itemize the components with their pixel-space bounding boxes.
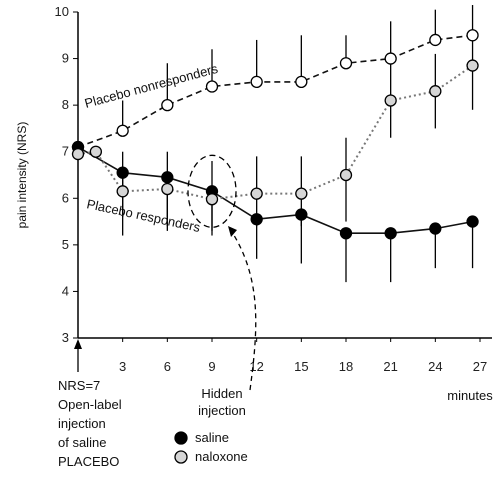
x-axis-label: minutes: [447, 388, 493, 403]
data-point: [161, 98, 174, 112]
y-tick-label: 10: [55, 4, 69, 19]
y-axis-label: pain intensity (NRS): [15, 122, 29, 229]
annotations: Placebo nonresponders Placebo responders H…: [58, 61, 257, 469]
data-point: [466, 29, 479, 42]
hidden-injection-label: Hidden: [201, 386, 242, 401]
series-lines: [77, 34, 474, 234]
x-tick-label: 12: [249, 359, 263, 374]
x-tick-label: 9: [208, 359, 215, 374]
data-point: [116, 185, 129, 198]
data-point: [339, 227, 353, 240]
data-point: [205, 193, 219, 206]
y-tick-label: 8: [62, 97, 69, 112]
series-line: [77, 34, 473, 148]
legend-marker: [174, 431, 188, 445]
data-point: [250, 75, 263, 89]
data-point: [466, 215, 479, 228]
data-point: [250, 187, 263, 200]
data-point: [161, 171, 174, 184]
data-point: [295, 187, 308, 200]
legend-marker: [174, 450, 188, 464]
data-point: [71, 147, 85, 161]
data-point: [295, 75, 308, 89]
start-arrowhead: [74, 339, 82, 349]
series-line: [77, 146, 473, 234]
y-tick-label: 5: [62, 237, 69, 252]
data-point: [116, 124, 129, 137]
hidden-injection-label: injection: [198, 403, 246, 418]
series-markers: [71, 29, 479, 240]
y-tick-label: 6: [62, 190, 69, 205]
x-tick-label: 6: [164, 359, 171, 374]
x-tick-label: 15: [294, 359, 308, 374]
x-tick-label: 18: [339, 359, 353, 374]
axes: 3 4 5 6 7 8 9 10 3 6 9 12 15 18 21 24 27 pain intensity (…: [15, 4, 493, 403]
legend-label: saline: [195, 430, 229, 445]
y-tick-label: 7: [62, 144, 69, 159]
data-point: [466, 59, 479, 72]
data-point: [429, 222, 442, 235]
responders-label: Placebo responders: [85, 196, 202, 235]
data-point: [384, 52, 397, 65]
start-note-line: PLACEBO: [58, 454, 119, 469]
start-note-line: of saline: [58, 435, 106, 450]
x-tick-label: 24: [428, 359, 442, 374]
data-point: [250, 213, 263, 226]
data-point: [295, 208, 308, 221]
data-point: [116, 166, 129, 179]
x-tick-label: 3: [119, 359, 126, 374]
data-point: [384, 227, 397, 240]
y-tick-label: 3: [62, 330, 69, 345]
x-tick-label: 27: [473, 359, 487, 374]
data-point: [161, 182, 174, 196]
x-tick-label: 21: [383, 359, 397, 374]
data-point: [89, 145, 103, 158]
start-note-line: NRS=7: [58, 378, 100, 393]
legend-label: naloxone: [195, 449, 248, 464]
hidden-injection-arrowhead: [228, 226, 237, 237]
data-point: [429, 85, 442, 98]
data-point: [339, 168, 353, 182]
y-tick-label: 9: [62, 51, 69, 66]
start-note-line: injection: [58, 416, 106, 431]
start-note-line: Open-label: [58, 397, 122, 412]
data-point: [339, 57, 353, 70]
data-point: [384, 94, 397, 107]
y-tick-label: 4: [62, 283, 69, 298]
data-point: [429, 33, 442, 47]
nonresponders-label: Placebo nonresponders: [83, 61, 220, 111]
data-point: [205, 80, 219, 93]
hidden-injection-arrow: [231, 231, 257, 391]
hidden-injection-ellipse: [187, 154, 237, 228]
